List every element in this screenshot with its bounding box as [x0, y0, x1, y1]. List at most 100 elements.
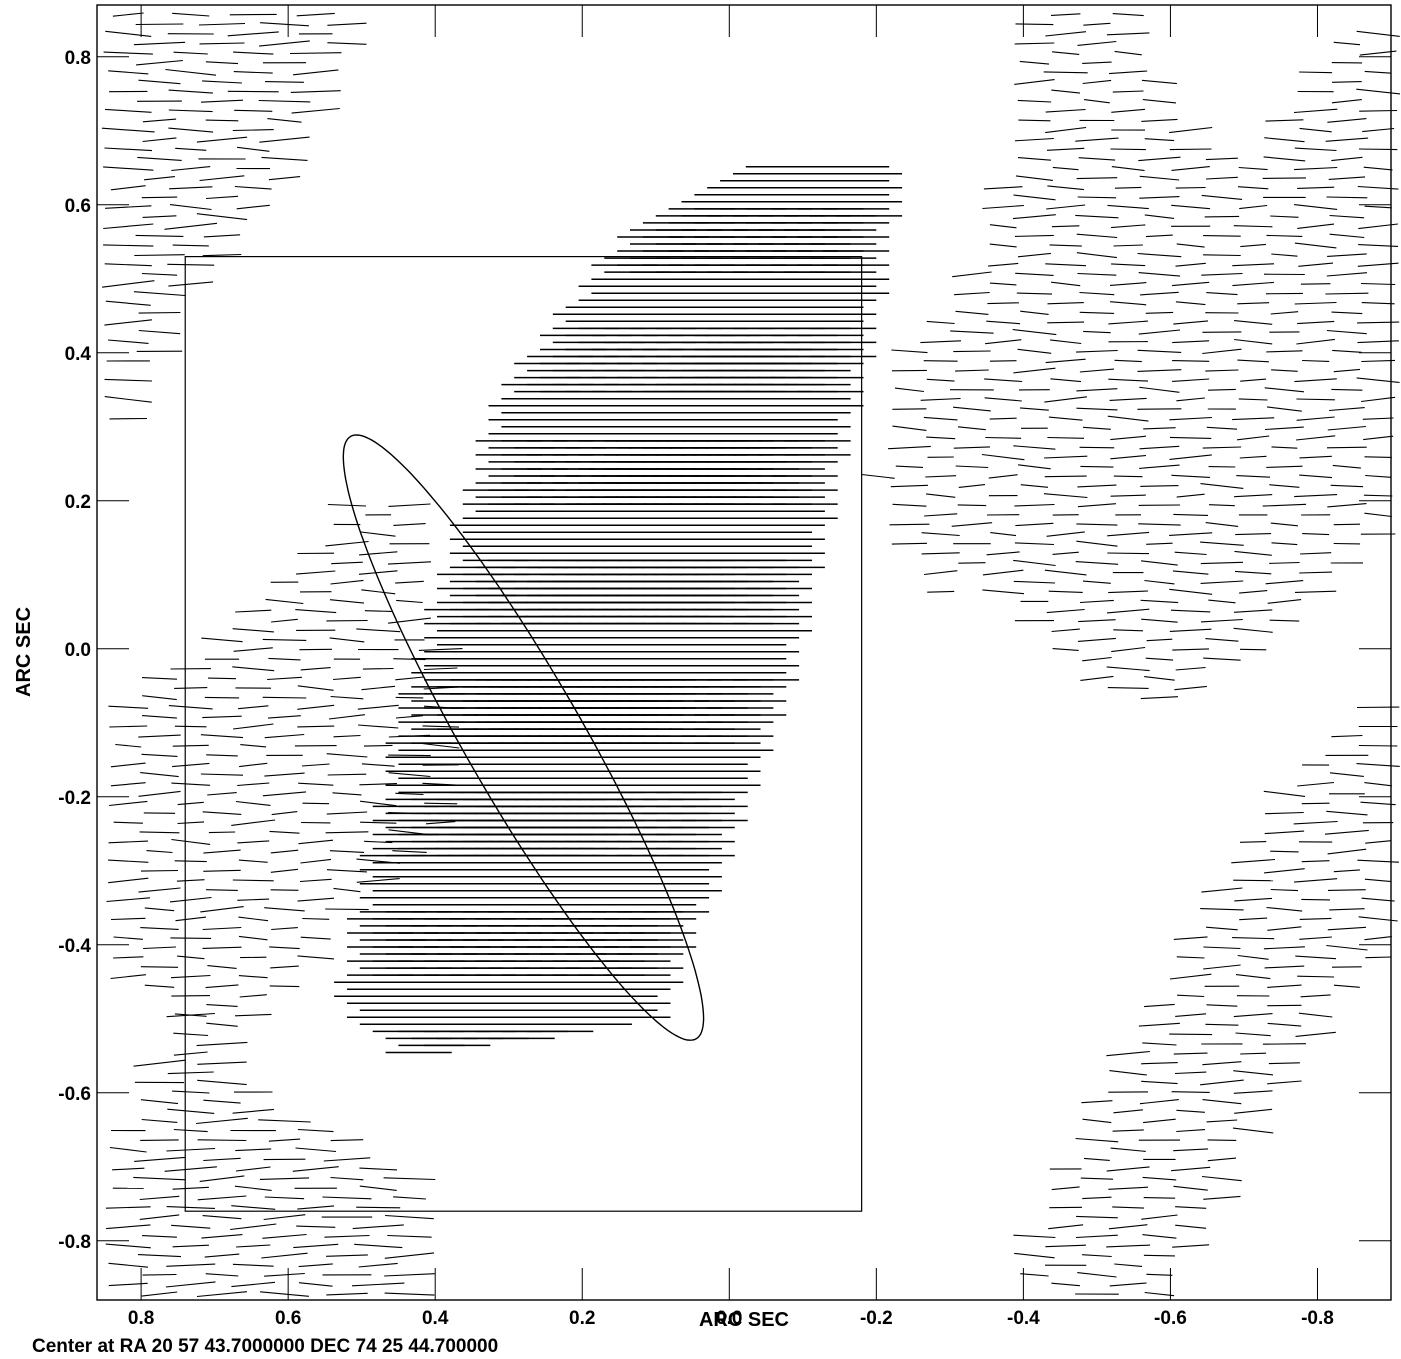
vector-mark: [1081, 1100, 1113, 1104]
vector-mark: [106, 897, 151, 903]
vector-mark: [1045, 108, 1086, 113]
vector-mark: [230, 1223, 277, 1231]
vector-mark: [110, 917, 146, 921]
vector-mark: [297, 897, 335, 902]
vector-mark: [1016, 292, 1053, 295]
vector-mark: [202, 80, 242, 84]
vector-mark: [240, 744, 267, 748]
vector-mark: [957, 504, 987, 507]
vector-mark: [861, 473, 895, 479]
vector-mark: [330, 695, 364, 700]
vector-mark: [259, 40, 310, 47]
vector-mark: [141, 196, 178, 199]
vector-mark: [1112, 1206, 1145, 1209]
vector-mark: [1113, 475, 1143, 478]
vector-mark: [1137, 369, 1182, 372]
x-tick-label: -0.6: [1154, 1308, 1187, 1329]
vector-mark: [1139, 445, 1180, 450]
vector-mark: [1018, 464, 1051, 470]
vector-mark: [1177, 994, 1205, 998]
vector-mark: [1293, 108, 1338, 114]
vector-mark: [140, 1099, 179, 1105]
vector-mark: [1271, 542, 1298, 546]
vector-mark: [1109, 282, 1147, 286]
vector-mark: [196, 1041, 248, 1047]
vector-mark: [1294, 590, 1337, 593]
vector-mark: [1200, 1079, 1244, 1086]
vector-mark: [140, 966, 179, 968]
vector-mark: [1051, 1282, 1080, 1287]
vector-mark: [231, 1281, 276, 1288]
vector-mark: [237, 898, 270, 901]
vector-mark: [234, 185, 272, 190]
vector-mark: [105, 1243, 151, 1249]
vector-mark: [1172, 570, 1209, 575]
vector-mark: [363, 744, 393, 747]
vector-mark: [952, 271, 992, 278]
vector-mark: [989, 282, 1017, 286]
vector-mark: [112, 12, 144, 17]
vector-mark: [1140, 291, 1179, 296]
vector-mark: [1176, 956, 1205, 959]
vector-mark: [1169, 126, 1213, 134]
vector-mark: [1356, 88, 1401, 95]
vector-mark: [297, 685, 334, 691]
vector-mark: [1203, 254, 1241, 257]
vector-mark: [110, 762, 146, 768]
vector-mark: [889, 523, 930, 526]
vector-mark: [326, 811, 368, 815]
vector-mark: [1044, 475, 1087, 478]
vector-mark: [203, 849, 241, 854]
vector-mark: [138, 790, 181, 797]
vector-mark: [360, 800, 397, 807]
vector-mark: [1106, 1244, 1151, 1248]
vector-mark: [1051, 225, 1080, 228]
vector-mark: [270, 889, 299, 891]
vector-mark: [1205, 638, 1239, 642]
vector-mark: [146, 850, 173, 854]
beam-ellipse: [342, 434, 705, 1041]
vector-mark: [327, 22, 367, 26]
vector-mark: [990, 532, 1017, 537]
vector-mark: [1052, 648, 1079, 651]
vector-mark: [1235, 974, 1271, 980]
vector-mark: [264, 733, 305, 739]
y-tick-label: 0.8: [65, 48, 91, 69]
vector-mark: [1329, 214, 1365, 219]
vector-mark: [1264, 137, 1305, 143]
vector-mark: [205, 61, 239, 65]
vector-mark: [1325, 137, 1369, 142]
vector-mark: [1356, 377, 1400, 384]
vector-mark: [927, 590, 955, 593]
vector-mark: [330, 1176, 364, 1181]
vector-mark: [1051, 1186, 1080, 1191]
vector-mark: [1270, 888, 1299, 892]
vector-mark: [296, 12, 335, 17]
vector-mark: [1050, 378, 1082, 383]
vector-mark: [1169, 454, 1212, 460]
vector-mark: [207, 792, 237, 796]
vector-mark: [1234, 494, 1273, 498]
vector-mark: [330, 1139, 364, 1142]
vector-mark: [423, 705, 458, 709]
vector-mark: [1169, 588, 1213, 595]
vector-mark: [1052, 166, 1079, 171]
vector-mark: [1043, 493, 1088, 499]
vector-mark: [926, 493, 956, 498]
vector-mark: [1047, 321, 1085, 324]
vector-mark: [197, 1079, 247, 1086]
vector-mark: [1174, 685, 1207, 691]
vector-mark: [1083, 22, 1111, 26]
vector-mark: [985, 436, 1022, 439]
vector-mark: [295, 1147, 337, 1153]
vector-mark: [1050, 339, 1082, 345]
vector-mark: [1203, 946, 1241, 950]
vector-mark: [891, 542, 928, 545]
vector-mark: [923, 360, 958, 362]
vector-mark: [1333, 984, 1360, 988]
vector-mark: [1077, 40, 1117, 46]
vector-mark: [108, 70, 149, 75]
vector-mark: [1047, 436, 1085, 439]
vector-mark: [1202, 348, 1242, 355]
vector-mark: [1144, 1291, 1175, 1297]
